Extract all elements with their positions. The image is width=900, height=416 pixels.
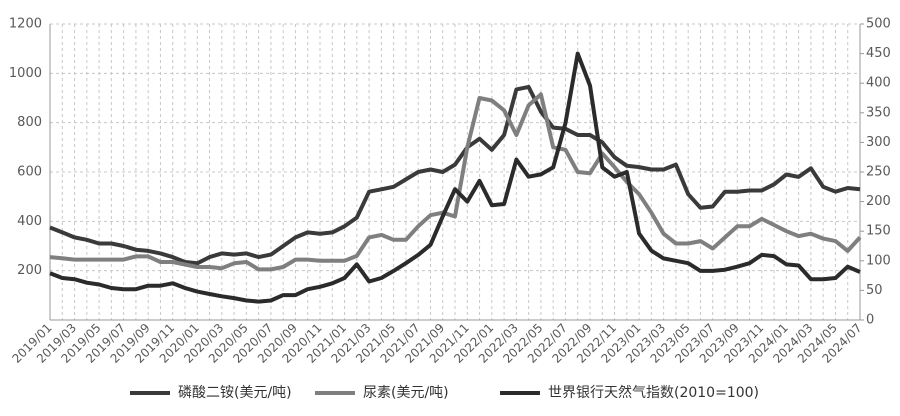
y-tick-label: 1000 bbox=[9, 66, 42, 81]
y2-tick-label: 300 bbox=[866, 135, 891, 150]
y2-tick-label: 350 bbox=[866, 105, 891, 120]
legend-label: 世界银行天然气指数(2010=100) bbox=[548, 384, 759, 401]
y-tick-label: 1200 bbox=[9, 17, 42, 32]
y2-tick-label: 0 bbox=[866, 313, 874, 328]
y-tick-label: 200 bbox=[17, 263, 42, 278]
y2-tick-label: 500 bbox=[866, 17, 891, 32]
legend-label: 尿素(美元/吨) bbox=[363, 385, 449, 401]
y2-tick-label: 250 bbox=[866, 165, 891, 180]
y2-tick-label: 100 bbox=[866, 253, 891, 268]
y2-tick-label: 400 bbox=[866, 76, 891, 91]
y2-tick-label: 150 bbox=[866, 224, 891, 239]
y-tick-label: 800 bbox=[17, 115, 42, 130]
y2-tick-label: 450 bbox=[866, 46, 891, 61]
y2-tick-label: 200 bbox=[866, 194, 891, 209]
legend-label: 磷酸二铵(美元/吨) bbox=[178, 385, 292, 401]
series-line bbox=[49, 84, 861, 266]
series-line bbox=[49, 51, 861, 304]
y-tick-label: 600 bbox=[17, 165, 42, 180]
y-tick-label: 400 bbox=[17, 214, 42, 229]
series-line bbox=[49, 92, 862, 272]
y2-tick-label: 50 bbox=[866, 283, 883, 298]
